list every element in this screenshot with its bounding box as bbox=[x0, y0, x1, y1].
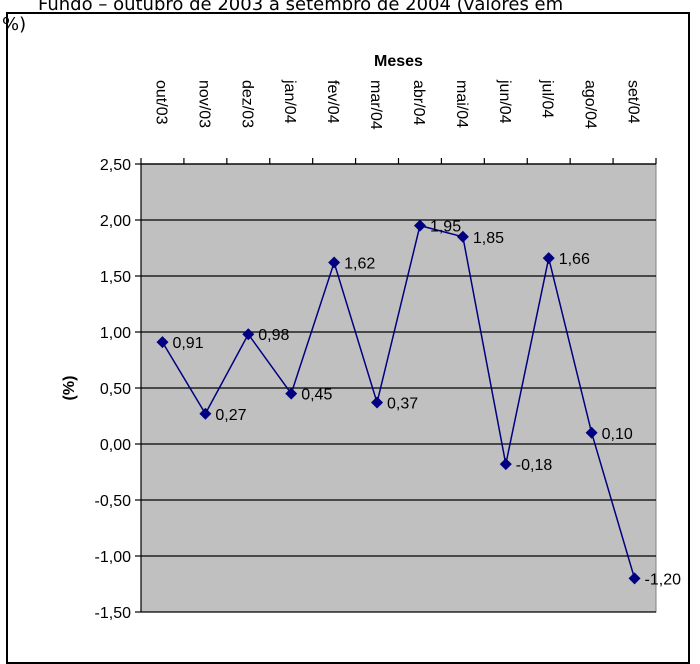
data-label: 0,10 bbox=[602, 426, 633, 443]
data-point bbox=[371, 396, 384, 409]
x-tick-label: jul/04 bbox=[539, 79, 556, 118]
data-label: 0,37 bbox=[387, 396, 418, 413]
x-tick-label: mai/04 bbox=[453, 80, 470, 128]
data-point bbox=[499, 458, 512, 471]
y-tick-label: 1,00 bbox=[100, 325, 131, 342]
data-point bbox=[413, 219, 426, 232]
data-label: 0,98 bbox=[258, 327, 289, 344]
series-polyline bbox=[161, 224, 636, 579]
y-tick-label: -1,50 bbox=[95, 605, 132, 622]
x-tick-label: jan/04 bbox=[281, 79, 298, 124]
data-label: -1,20 bbox=[645, 571, 682, 588]
y-tick-label: 2,50 bbox=[100, 157, 131, 174]
y-tick-label: 1,50 bbox=[100, 269, 131, 286]
y-axis-title: (%) bbox=[61, 376, 78, 401]
axes bbox=[135, 158, 657, 613]
data-point bbox=[199, 407, 212, 420]
y-tick-label: 0,00 bbox=[100, 437, 131, 454]
y-tick-labels: 2,50 2,00 1,50 1,00 0,50 0,00 -0,50 -1,00 -1,50 bbox=[95, 157, 132, 622]
data-label: -0,18 bbox=[516, 457, 553, 474]
data-point bbox=[585, 426, 598, 439]
data-label: 0,91 bbox=[172, 335, 203, 352]
data-point bbox=[542, 252, 555, 265]
data-point bbox=[328, 256, 341, 269]
x-tick-label: nov/03 bbox=[195, 80, 212, 128]
data-labels: 0,91 0,27 0,98 0,45 1,62 0,37 1,95 1,85 -0,18 1,6… bbox=[172, 219, 681, 589]
y-tick-label: -1,00 bbox=[95, 549, 132, 566]
x-tick-label: set/04 bbox=[625, 80, 642, 124]
x-tick-label: jun/04 bbox=[496, 79, 513, 124]
series-line bbox=[161, 224, 636, 579]
data-point bbox=[156, 336, 169, 349]
y-tick-label: -0,50 bbox=[95, 493, 132, 510]
y-tick-label: 2,00 bbox=[100, 213, 131, 230]
data-point bbox=[628, 572, 641, 585]
x-axis-title: Meses bbox=[374, 53, 423, 70]
chart-title-line2: %) bbox=[2, 14, 27, 35]
chart-title-line1: Fundo – outubro de 2003 a setembro de 20… bbox=[38, 0, 564, 15]
data-point bbox=[242, 328, 255, 341]
data-label: 1,85 bbox=[473, 230, 504, 247]
data-label: 1,95 bbox=[430, 219, 461, 236]
data-point bbox=[456, 230, 469, 243]
data-label: 0,45 bbox=[301, 387, 332, 404]
y-tick-label: 0,50 bbox=[100, 381, 131, 398]
x-tick-label: ago/04 bbox=[582, 80, 599, 129]
x-tick-label: fev/04 bbox=[324, 80, 341, 124]
x-tick-label: mar/04 bbox=[367, 80, 384, 130]
data-label: 1,66 bbox=[559, 251, 590, 268]
series-markers bbox=[156, 219, 641, 585]
x-tick-label: abr/04 bbox=[410, 80, 427, 125]
data-label: 1,62 bbox=[344, 256, 375, 273]
x-tick-labels: out/03 nov/03 dez/03 jan/04 fev/04 mar/04 abr/… bbox=[152, 79, 641, 130]
data-point bbox=[285, 387, 298, 400]
x-tick-label: dez/03 bbox=[238, 80, 255, 128]
x-tick-label: out/03 bbox=[152, 80, 169, 125]
data-label: 0,27 bbox=[215, 407, 246, 424]
